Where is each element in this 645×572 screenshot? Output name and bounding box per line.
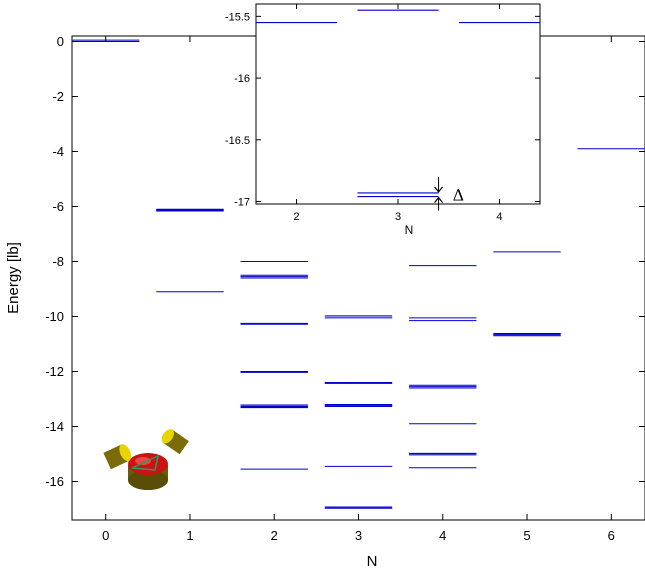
inset-x-axis-title: N <box>405 223 414 237</box>
x-tick-label: 2 <box>271 528 278 543</box>
x-tick-label: 0 <box>102 528 109 543</box>
y-tick-label: -16 <box>45 474 64 489</box>
inset-y-tick-label: -17 <box>234 197 250 209</box>
main-x-axis-title: N <box>367 553 378 570</box>
y-tick-label: -4 <box>52 144 64 159</box>
y-tick-label: 0 <box>57 34 64 49</box>
y-tick-label: -12 <box>45 364 64 379</box>
y-tick-label: -6 <box>52 199 64 214</box>
y-tick-label: -10 <box>45 309 64 324</box>
inset-x-ticks: 2 3 4 <box>294 4 502 223</box>
x-tick-label: 3 <box>355 528 362 543</box>
molecule-lobe-right <box>161 429 189 455</box>
molecule-disc-highlight <box>135 457 151 465</box>
delta-arrow-top <box>434 176 444 193</box>
main-energy-levels <box>72 39 645 509</box>
inset-plot: 2 3 4 -15.5 -16 -16.5 -17 N Δ <box>225 3 541 237</box>
inset-x-tick-label: 2 <box>294 211 300 223</box>
inset-y-ticks: -15.5 -16 -16.5 -17 <box>225 11 540 209</box>
y-tick-label: -2 <box>52 89 64 104</box>
inset-background <box>256 4 540 204</box>
molecule-bonds <box>131 454 160 471</box>
main-y-axis-title: Energy [lb] <box>5 242 22 314</box>
inset-x-tick-label: 4 <box>496 211 502 223</box>
main-plot: 0 1 2 3 4 5 6 0 -2 -4 -6 -8 -10 -12 -14 -16 N Energy [… <box>5 34 645 570</box>
main-y-ticks: 0 -2 -4 -6 -8 -10 -12 -14 -16 <box>45 34 645 489</box>
x-tick-label: 1 <box>186 528 193 543</box>
delta-annotation: Δ <box>434 176 465 211</box>
y-tick-label: -8 <box>52 254 64 269</box>
delta-label: Δ <box>453 186 465 205</box>
x-tick-label: 6 <box>608 528 615 543</box>
x-tick-label: 5 <box>523 528 530 543</box>
inset-energy-levels <box>256 9 540 198</box>
molecule-disc-bottom <box>128 470 168 490</box>
molecule-lobe-left <box>103 444 132 470</box>
inset-x-tick-label: 3 <box>395 211 401 223</box>
x-tick-label: 4 <box>439 528 446 543</box>
inset-y-tick-label: -15.5 <box>225 11 250 23</box>
molecule-illustration <box>103 429 189 490</box>
delta-arrow-bottom <box>434 196 444 211</box>
y-tick-label: -14 <box>45 419 64 434</box>
inset-y-tick-label: -16.5 <box>225 135 250 147</box>
inset-y-tick-label: -16 <box>234 73 250 85</box>
